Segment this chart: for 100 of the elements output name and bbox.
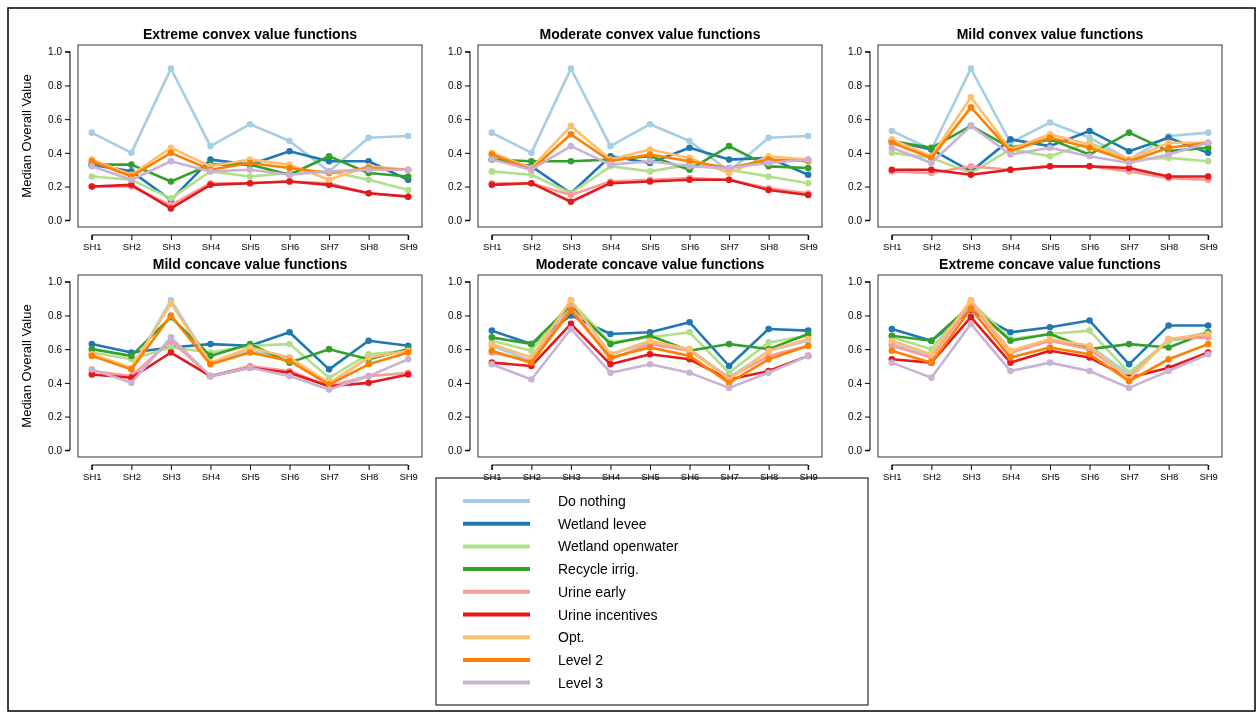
point bbox=[888, 347, 896, 355]
point bbox=[888, 325, 896, 333]
legend-label: Urine incentives bbox=[558, 606, 658, 623]
point bbox=[888, 144, 896, 152]
y-tick-label: 0.6 bbox=[448, 113, 463, 125]
point bbox=[967, 104, 975, 111]
point bbox=[725, 156, 733, 163]
point bbox=[128, 161, 135, 168]
point bbox=[967, 313, 975, 321]
point bbox=[1125, 147, 1133, 155]
point bbox=[128, 379, 135, 387]
point bbox=[567, 142, 575, 150]
point bbox=[167, 349, 175, 356]
x-tick-label: SH8 bbox=[359, 240, 379, 252]
point bbox=[1165, 139, 1172, 147]
x-tick-label: SH2 bbox=[522, 240, 542, 252]
x-tick-label: SH6 bbox=[280, 240, 300, 252]
y-tick-label: 0.0 bbox=[48, 444, 63, 456]
point bbox=[286, 164, 293, 172]
point bbox=[1125, 384, 1133, 392]
point bbox=[567, 122, 575, 130]
x-tick-label: SH5 bbox=[241, 470, 260, 482]
point bbox=[404, 355, 412, 363]
legend-label: Wetland levee bbox=[558, 515, 647, 532]
point bbox=[725, 362, 733, 370]
x-tick-label: SH8 bbox=[1159, 470, 1179, 482]
y-axis-title: Median Overall Value bbox=[19, 74, 34, 198]
point bbox=[725, 340, 733, 348]
point bbox=[1086, 144, 1093, 152]
point bbox=[1204, 340, 1212, 348]
x-tick-label: SH7 bbox=[320, 470, 339, 482]
legend-label: Level 2 bbox=[558, 651, 604, 668]
x-tick-label: SH4 bbox=[1001, 470, 1021, 482]
x-tick-label: SH6 bbox=[1080, 240, 1100, 252]
x-tick-label: SH1 bbox=[883, 470, 902, 482]
x-tick-label: SH6 bbox=[280, 470, 300, 482]
point bbox=[404, 186, 412, 194]
x-tick-label: SH1 bbox=[483, 470, 502, 482]
point bbox=[167, 149, 175, 157]
x-tick-label: SH9 bbox=[799, 470, 818, 482]
point bbox=[765, 159, 772, 167]
x-tick-label: SH7 bbox=[1120, 470, 1139, 482]
x-tick-label: SH9 bbox=[399, 470, 418, 482]
y-tick-label: 1.0 bbox=[448, 46, 463, 58]
point bbox=[167, 157, 175, 165]
x-tick-label: SH5 bbox=[1041, 240, 1060, 252]
x-tick-label: SH4 bbox=[601, 470, 621, 482]
x-tick-label: SH2 bbox=[122, 470, 142, 482]
point bbox=[286, 137, 293, 145]
legend-label: Level 3 bbox=[558, 674, 604, 691]
point bbox=[167, 178, 175, 185]
x-tick-label: SH3 bbox=[562, 240, 581, 252]
y-tick-label: 1.0 bbox=[848, 46, 863, 58]
point bbox=[1204, 173, 1212, 180]
point bbox=[528, 347, 535, 355]
y-tick-label: 0.0 bbox=[848, 214, 863, 226]
point bbox=[607, 330, 614, 338]
y-tick-label: 1.0 bbox=[448, 276, 463, 288]
point bbox=[1046, 323, 1054, 331]
point bbox=[1204, 322, 1212, 329]
y-tick-label: 0.6 bbox=[48, 343, 63, 355]
point bbox=[928, 166, 935, 173]
point bbox=[1086, 367, 1093, 375]
x-tick-label: SH4 bbox=[601, 240, 621, 252]
y-tick-label: 0.6 bbox=[48, 113, 63, 125]
point bbox=[286, 372, 293, 380]
point bbox=[286, 340, 293, 348]
point bbox=[567, 198, 575, 206]
point bbox=[1204, 129, 1212, 136]
point bbox=[365, 337, 372, 345]
x-tick-label: SH9 bbox=[1199, 470, 1218, 482]
legend-label: Opt. bbox=[558, 629, 585, 646]
point bbox=[967, 163, 975, 170]
point bbox=[365, 176, 372, 184]
x-tick-label: SH9 bbox=[399, 240, 418, 252]
x-tick-label: SH5 bbox=[241, 240, 260, 252]
point bbox=[725, 384, 733, 392]
x-tick-label: SH2 bbox=[522, 470, 542, 482]
point bbox=[567, 325, 575, 333]
point bbox=[765, 339, 772, 346]
legend-label: Wetland openwater bbox=[558, 538, 679, 555]
point bbox=[128, 149, 135, 157]
x-tick-label: SH6 bbox=[1080, 470, 1100, 482]
x-tick-label: SH6 bbox=[680, 240, 700, 252]
x-tick-label: SH5 bbox=[641, 240, 660, 252]
point bbox=[1165, 367, 1172, 375]
y-tick-label: 0.2 bbox=[848, 181, 863, 193]
point bbox=[488, 129, 496, 136]
point bbox=[1086, 127, 1093, 135]
legend-label: Recycle irrig. bbox=[558, 561, 639, 578]
x-tick-label: SH1 bbox=[483, 240, 502, 252]
point bbox=[967, 320, 975, 328]
point bbox=[646, 350, 654, 358]
point bbox=[646, 120, 654, 128]
x-tick-label: SH1 bbox=[83, 470, 102, 482]
point bbox=[488, 327, 496, 334]
x-tick-label: SH2 bbox=[922, 240, 942, 252]
point bbox=[207, 142, 214, 150]
point bbox=[1125, 340, 1133, 348]
point bbox=[567, 157, 575, 165]
